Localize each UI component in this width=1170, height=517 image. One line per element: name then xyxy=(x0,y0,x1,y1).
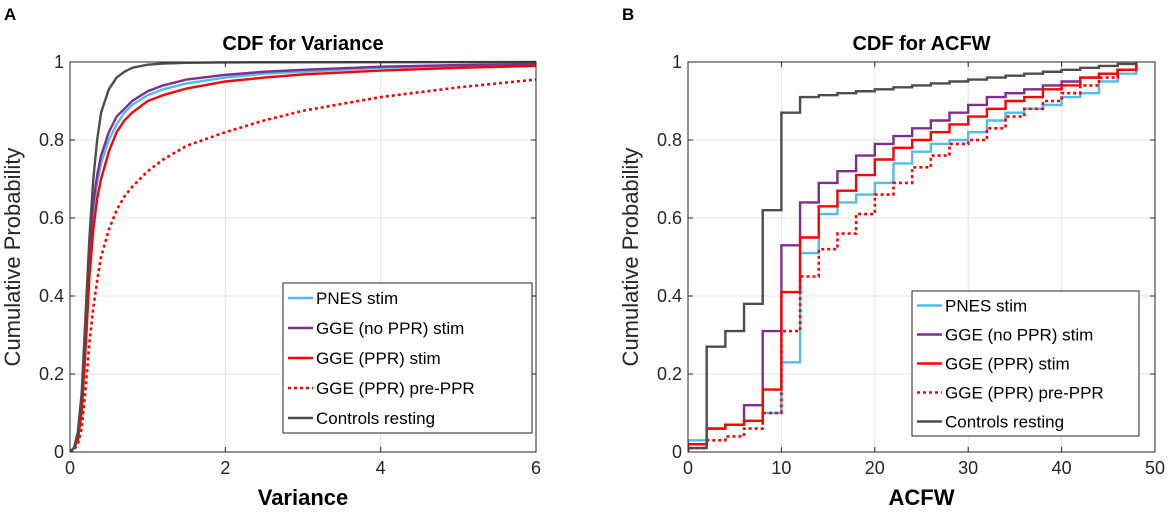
y-tick-label: 1 xyxy=(672,52,682,72)
legend: PNES stim GGE (no PPR) stim GGE (PPR) stim… xyxy=(911,290,1140,437)
x-tick-label: 0 xyxy=(65,458,75,478)
x-tick-label: 0 xyxy=(683,458,693,478)
legend: PNES stim GGE (no PPR) stim GGE (PPR) stim… xyxy=(282,282,533,434)
x-tick-label: 30 xyxy=(958,458,978,478)
y-tick-label: 0 xyxy=(54,442,64,462)
x-axis-label: ACFW xyxy=(889,485,955,510)
y-tick-label: 1 xyxy=(54,52,64,72)
legend-label: GGE (PPR) stim xyxy=(945,355,1070,374)
x-tick-label: 2 xyxy=(220,458,230,478)
y-tick-label: 0.6 xyxy=(39,208,64,228)
x-tick-label: 10 xyxy=(771,458,791,478)
legend-label: GGE (PPR) pre-PPR xyxy=(316,379,475,398)
legend-label: PNES stim xyxy=(316,289,398,308)
x-tick-label: 6 xyxy=(531,458,541,478)
legend-label: GGE (PPR) stim xyxy=(316,349,441,368)
legend-label: GGE (no PPR) stim xyxy=(945,326,1093,345)
chart-title: CDF for Variance xyxy=(222,33,383,55)
y-axis-label: Cumulative Probability xyxy=(0,148,25,367)
series-line-gge-ppr-stim xyxy=(70,64,536,452)
x-axis-label: Variance xyxy=(258,485,349,510)
axes-box xyxy=(69,61,537,453)
y-tick-label: 0.2 xyxy=(39,364,64,384)
y-tick-label: 0.8 xyxy=(657,130,682,150)
y-tick-label: 0 xyxy=(672,442,682,462)
series-group xyxy=(70,60,536,452)
x-tick-label: 20 xyxy=(865,458,885,478)
series-line-gge-ppr-stim xyxy=(688,62,1138,452)
chart-panel-b: B 0 10 20 30 40 50 0 0.2 0.4 0.6 0.8 1 CDF for ACFW AC… xyxy=(618,5,1165,510)
y-tick-label: 0.2 xyxy=(657,364,682,384)
legend-label: GGE (PPR) pre-PPR xyxy=(945,384,1104,403)
legend-box xyxy=(911,290,1140,437)
series-group xyxy=(688,62,1138,452)
legend-label: GGE (no PPR) stim xyxy=(316,319,464,338)
legend-box xyxy=(282,282,533,434)
y-tick-label: 0.8 xyxy=(39,130,64,150)
y-tick-label: 0.6 xyxy=(657,208,682,228)
legend-label: Controls resting xyxy=(316,409,435,428)
y-tick-label: 0.4 xyxy=(39,286,64,306)
x-tick-label: 50 xyxy=(1145,458,1165,478)
chart-title: CDF for ACFW xyxy=(852,33,990,55)
x-tick-label: 4 xyxy=(376,458,386,478)
x-tick-label: 40 xyxy=(1052,458,1072,478)
legend-label: Controls resting xyxy=(945,413,1064,432)
series-line-controls-resting xyxy=(688,62,1138,452)
series-line-controls-resting xyxy=(70,60,536,452)
y-axis-label: Cumulative Probability xyxy=(618,148,643,367)
axes-box xyxy=(687,61,1156,453)
panel-label: A xyxy=(4,5,16,24)
panel-label: B xyxy=(622,5,634,24)
chart-panel-a: A 0 2 4 6 0 0.2 0.4 0.6 0.8 1 CDF for Variance Varia… xyxy=(0,5,541,510)
legend-label: PNES stim xyxy=(945,297,1027,316)
series-line-gge-ppr-pre-ppr xyxy=(688,62,1138,452)
y-tick-label: 0.4 xyxy=(657,286,682,306)
